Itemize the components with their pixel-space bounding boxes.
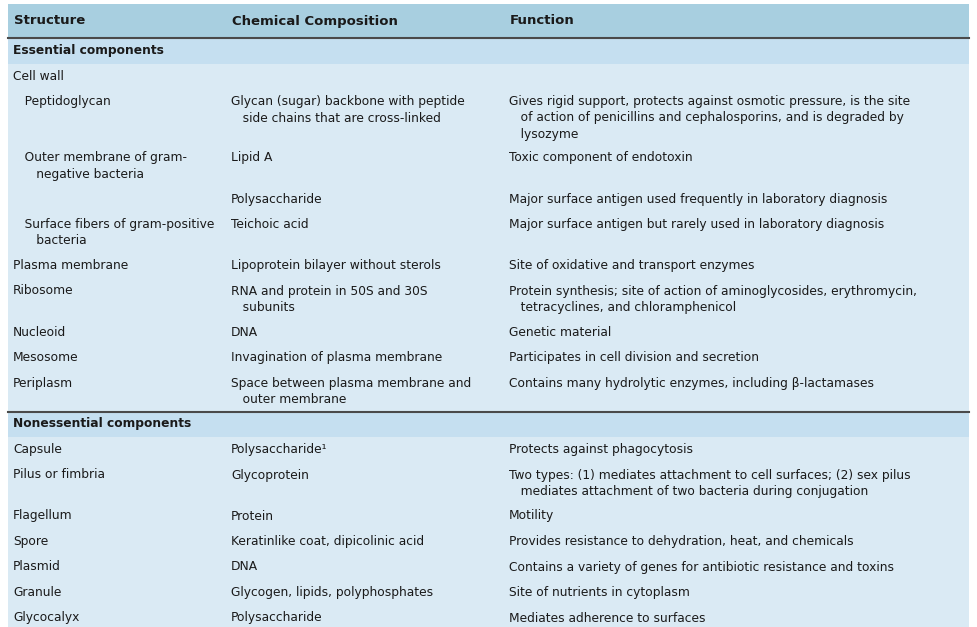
- Text: Chemical Composition: Chemical Composition: [232, 14, 398, 28]
- Text: Mesosome: Mesosome: [13, 351, 78, 364]
- Text: Site of nutrients in cytoplasm: Site of nutrients in cytoplasm: [509, 586, 690, 599]
- Text: Glycan (sugar) backbone with peptide
   side chains that are cross-linked: Glycan (sugar) backbone with peptide sid…: [231, 95, 465, 125]
- Bar: [8, 4, 969, 38]
- Bar: [8, 253, 969, 278]
- Text: Lipoprotein bilayer without sterols: Lipoprotein bilayer without sterols: [231, 259, 441, 272]
- Text: Structure: Structure: [14, 14, 85, 28]
- Text: Contains many hydrolytic enzymes, including β-lactamases: Contains many hydrolytic enzymes, includ…: [509, 376, 874, 389]
- Text: Polysaccharide: Polysaccharide: [231, 611, 322, 624]
- Bar: [8, 580, 969, 606]
- Bar: [8, 554, 969, 580]
- Text: Major surface antigen but rarely used in laboratory diagnosis: Major surface antigen but rarely used in…: [509, 218, 884, 231]
- Text: Glycoprotein: Glycoprotein: [231, 468, 309, 482]
- Text: Periplasm: Periplasm: [13, 376, 73, 389]
- Text: Gives rigid support, protects against osmotic pressure, is the site
   of action: Gives rigid support, protects against os…: [509, 95, 911, 141]
- Text: DNA: DNA: [231, 325, 258, 339]
- Bar: [8, 371, 969, 411]
- Text: Cell wall: Cell wall: [13, 70, 64, 83]
- Text: Outer membrane of gram-
      negative bacteria: Outer membrane of gram- negative bacteri…: [13, 152, 187, 181]
- Text: Pilus or fimbria: Pilus or fimbria: [13, 468, 105, 482]
- Text: Capsule: Capsule: [13, 443, 62, 456]
- Text: Lipid A: Lipid A: [231, 152, 273, 164]
- Bar: [8, 63, 969, 89]
- Text: Contains a variety of genes for antibiotic resistance and toxins: Contains a variety of genes for antibiot…: [509, 561, 894, 574]
- Bar: [8, 320, 969, 345]
- Text: Glycogen, lipids, polyphosphates: Glycogen, lipids, polyphosphates: [231, 586, 433, 599]
- Text: Glycocalyx: Glycocalyx: [13, 611, 79, 624]
- Text: Ribosome: Ribosome: [13, 285, 73, 297]
- Text: Protects against phagocytosis: Protects against phagocytosis: [509, 443, 693, 456]
- Bar: [8, 89, 969, 145]
- Bar: [8, 278, 969, 320]
- Text: Spore: Spore: [13, 535, 48, 548]
- Bar: [8, 463, 969, 503]
- Text: Toxic component of endotoxin: Toxic component of endotoxin: [509, 152, 693, 164]
- Text: Teichoic acid: Teichoic acid: [231, 218, 309, 231]
- Text: Participates in cell division and secretion: Participates in cell division and secret…: [509, 351, 759, 364]
- Text: Two types: (1) mediates attachment to cell surfaces; (2) sex pilus
   mediates a: Two types: (1) mediates attachment to ce…: [509, 468, 911, 498]
- Text: Plasma membrane: Plasma membrane: [13, 259, 128, 272]
- Text: Site of oxidative and transport enzymes: Site of oxidative and transport enzymes: [509, 259, 754, 272]
- Text: Major surface antigen used frequently in laboratory diagnosis: Major surface antigen used frequently in…: [509, 192, 887, 206]
- Text: Protein: Protein: [231, 510, 274, 522]
- Bar: [8, 437, 969, 463]
- Text: RNA and protein in 50S and 30S
   subunits: RNA and protein in 50S and 30S subunits: [231, 285, 428, 314]
- Text: Space between plasma membrane and
   outer membrane: Space between plasma membrane and outer …: [231, 376, 471, 406]
- Bar: [8, 503, 969, 529]
- Bar: [8, 186, 969, 212]
- Text: Peptidoglycan: Peptidoglycan: [13, 95, 110, 108]
- Text: DNA: DNA: [231, 561, 258, 574]
- Text: Keratinlike coat, dipicolinic acid: Keratinlike coat, dipicolinic acid: [231, 535, 424, 548]
- Text: Polysaccharide: Polysaccharide: [231, 192, 322, 206]
- Text: Surface fibers of gram-positive
      bacteria: Surface fibers of gram-positive bacteria: [13, 218, 214, 248]
- Text: Mediates adherence to surfaces: Mediates adherence to surfaces: [509, 611, 705, 624]
- Text: Plasmid: Plasmid: [13, 561, 61, 574]
- Bar: [8, 38, 969, 63]
- Text: Provides resistance to dehydration, heat, and chemicals: Provides resistance to dehydration, heat…: [509, 535, 854, 548]
- Bar: [8, 212, 969, 253]
- Text: Polysaccharide¹: Polysaccharide¹: [231, 443, 327, 456]
- Text: Essential components: Essential components: [13, 44, 164, 57]
- Text: Protein synthesis; site of action of aminoglycosides, erythromycin,
   tetracycl: Protein synthesis; site of action of ami…: [509, 285, 917, 314]
- Text: Genetic material: Genetic material: [509, 325, 612, 339]
- Text: Nucleoid: Nucleoid: [13, 325, 66, 339]
- Text: Motility: Motility: [509, 510, 554, 522]
- Bar: [8, 145, 969, 186]
- Bar: [8, 411, 969, 437]
- Bar: [8, 529, 969, 554]
- Bar: [8, 345, 969, 371]
- Text: Invagination of plasma membrane: Invagination of plasma membrane: [231, 351, 443, 364]
- Text: Nonessential components: Nonessential components: [13, 418, 191, 431]
- Text: Function: Function: [510, 14, 574, 28]
- Text: Flagellum: Flagellum: [13, 510, 72, 522]
- Bar: [8, 606, 969, 627]
- Text: Granule: Granule: [13, 586, 62, 599]
